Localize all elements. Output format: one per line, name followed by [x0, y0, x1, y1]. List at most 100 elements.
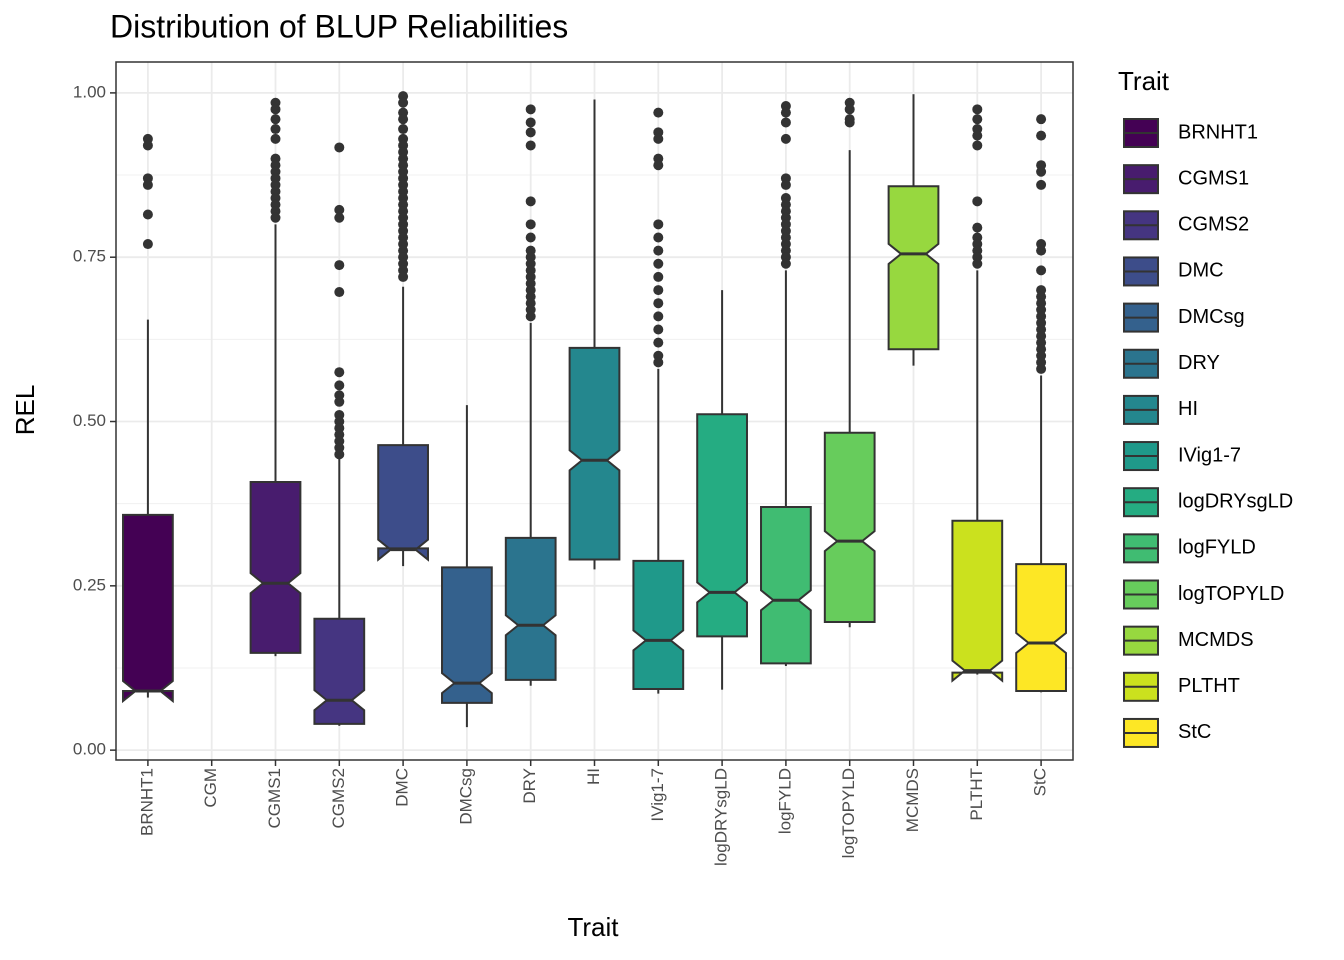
panel-border	[115, 61, 1074, 761]
outlier	[1036, 245, 1047, 256]
outlier	[334, 204, 345, 215]
outlier	[653, 107, 664, 118]
y-axis-title: REL	[10, 385, 40, 436]
y-tick-label: 0.00	[73, 740, 106, 759]
outlier	[1036, 265, 1047, 276]
outlier	[972, 222, 983, 233]
outlier	[653, 258, 664, 269]
box	[632, 559, 685, 691]
x-tick-label: HI	[584, 768, 603, 785]
legend-label: DMC	[1178, 260, 1224, 282]
x-tick-label: logFYLD	[775, 768, 794, 834]
outlier	[972, 130, 983, 141]
legend-label: PLTHT	[1178, 675, 1240, 697]
outlier	[334, 380, 345, 391]
outlier	[142, 140, 153, 151]
y-tick-label: 0.25	[73, 575, 106, 594]
outlier	[780, 179, 791, 190]
outlier	[334, 260, 345, 271]
x-tick-label: DMCsg	[456, 768, 475, 825]
outlier	[653, 133, 664, 144]
box	[441, 566, 493, 704]
box	[504, 536, 557, 681]
legend-label: CGMS2	[1178, 214, 1249, 236]
chart-title: Distribution of BLUP Reliabilities	[110, 8, 568, 44]
outlier	[1036, 130, 1047, 141]
y-tick-label: 0.50	[73, 411, 106, 430]
x-tick-label: PLTHT	[967, 768, 986, 821]
outlier	[334, 396, 345, 407]
outlier	[780, 133, 791, 144]
box	[249, 480, 302, 654]
outlier	[334, 367, 345, 378]
x-tick-label: logDRYsgLD	[712, 768, 731, 866]
box	[823, 431, 876, 623]
outlier	[1036, 114, 1047, 125]
outlier	[334, 142, 345, 153]
box	[313, 617, 366, 725]
x-tick-label: CGMS2	[329, 768, 348, 828]
outlier	[525, 232, 536, 243]
outlier	[780, 117, 791, 128]
outlier	[270, 124, 281, 135]
x-tick-label: CGMS1	[265, 768, 284, 828]
outlier	[142, 239, 153, 250]
x-tick-label: DMC	[393, 768, 412, 807]
outlier	[270, 104, 281, 115]
outlier	[653, 324, 664, 335]
outlier	[653, 285, 664, 296]
y-tick-label: 1.00	[73, 82, 106, 101]
outlier	[270, 133, 281, 144]
box	[760, 505, 812, 665]
outlier	[398, 114, 409, 125]
legend-title: Trait	[1118, 66, 1170, 96]
legend-label: logFYLD	[1178, 537, 1256, 559]
outlier	[653, 311, 664, 322]
outlier	[780, 107, 791, 118]
legend-label: CGMS1	[1178, 167, 1249, 189]
outlier	[1036, 179, 1047, 190]
outlier	[525, 311, 536, 322]
outlier	[780, 258, 791, 269]
outlier	[972, 196, 983, 207]
y-tick-label: 0.75	[73, 247, 106, 266]
outlier	[1036, 363, 1047, 374]
box	[568, 346, 621, 561]
legend-label: StC	[1178, 721, 1211, 743]
outlier	[334, 212, 345, 223]
x-tick-label: DRY	[520, 768, 539, 804]
outlier	[525, 196, 536, 207]
outlier	[270, 114, 281, 125]
box	[887, 185, 940, 351]
x-tick-label: logTOPYLD	[839, 768, 858, 858]
outlier	[270, 212, 281, 223]
box	[696, 413, 748, 638]
legend-label: BRNHT1	[1178, 121, 1258, 143]
outlier	[525, 127, 536, 138]
legend-label: logTOPYLD	[1178, 583, 1284, 605]
x-axis-title: Trait	[567, 912, 619, 942]
outlier	[525, 104, 536, 115]
x-tick-label: BRNHT1	[137, 768, 156, 836]
box	[122, 513, 174, 704]
box	[951, 519, 1004, 683]
outlier	[653, 219, 664, 230]
outlier	[525, 140, 536, 151]
outlier	[142, 209, 153, 220]
outlier	[653, 271, 664, 282]
outlier	[972, 104, 983, 115]
outlier	[653, 357, 664, 368]
outlier	[398, 97, 409, 108]
legend-label: DMCsg	[1178, 306, 1245, 328]
box	[1015, 563, 1067, 692]
x-tick-label: MCMDS	[903, 768, 922, 832]
legend-label: DRY	[1178, 352, 1220, 374]
outlier	[525, 219, 536, 230]
outlier	[334, 449, 345, 460]
legend-label: IVig1-7	[1178, 444, 1241, 466]
outlier	[398, 271, 409, 282]
outlier	[142, 179, 153, 190]
outlier	[653, 245, 664, 256]
outlier	[653, 232, 664, 243]
